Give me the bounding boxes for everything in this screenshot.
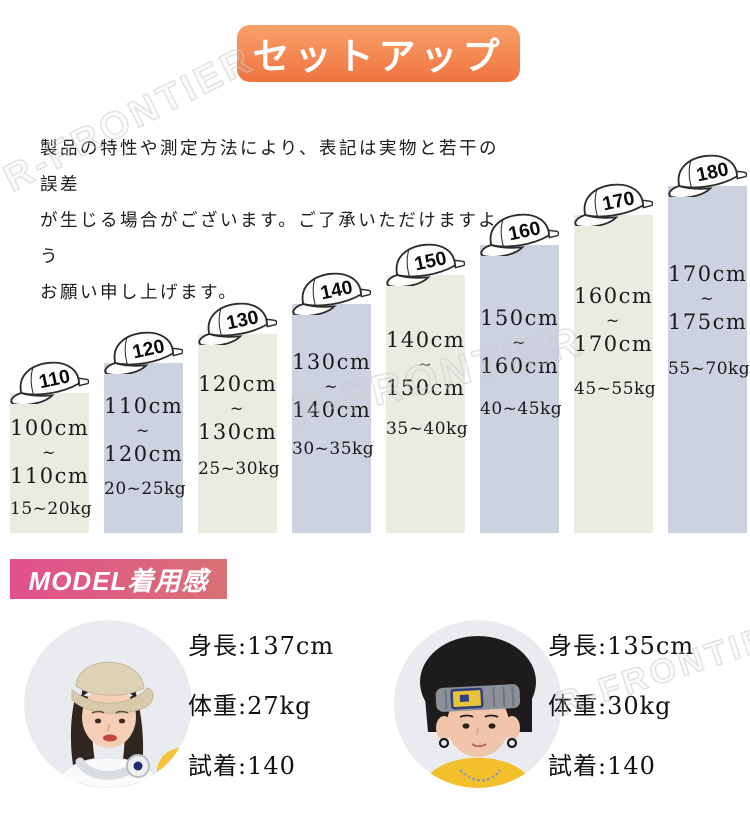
weight-range: 55~70kg [668,358,750,379]
weight-range: 20~25kg [104,478,187,499]
height-to: 170cm [574,331,654,356]
size-chart: 110 100cm ~ 110cm 15~20kg [10,154,750,533]
height-range: 140cm ~ 150cm [386,327,465,402]
size-bar: 110 100cm ~ 110cm 15~20kg [10,361,93,533]
height-from: 170cm [668,261,748,286]
size-bar: 180 170cm ~ 175cm 55~70kg [668,154,750,533]
model-height: 身長:137cm [188,632,335,660]
disclaimer-line-2: が生じる場合がございます。ご了承いただけますよう [40,211,499,267]
model-fitting: 試着:140 [188,752,296,780]
height-to: 120cm [104,441,184,466]
height-to: 150cm [386,375,466,400]
height-to: 160cm [480,354,560,378]
size-bar: 150 140cm ~ 150cm 35~40kg [386,243,469,533]
range-tilde: ~ [418,354,433,374]
model-section-banner: MODEL着用感 [10,559,227,599]
height-from: 140cm [386,327,466,352]
height-to: 110cm [10,464,90,488]
cap-icon: 170 [571,180,654,229]
model-info-left: 身長:137cm 体重:27kg 試着:140 [188,622,378,790]
height-from: 130cm [292,349,372,374]
model-info-right: 身長:135cm 体重:30kg 試着:140 [548,622,738,790]
height-from: 150cm [480,306,560,330]
model-section-title: MODEL着用感 [28,565,209,596]
height-to: 175cm [668,309,748,334]
weight-range: 25~30kg [198,458,281,479]
setup-title-banner: セットアップ [237,25,520,82]
height-from: 100cm [10,416,90,440]
range-tilde: ~ [324,376,339,396]
weight-range: 35~40kg [386,418,469,439]
weight-range: 30~35kg [292,438,375,459]
height-range: 110cm ~ 120cm [104,393,183,468]
height-to: 130cm [198,419,278,444]
range-tilde: ~ [512,333,527,352]
height-range: 170cm ~ 175cm [668,261,747,336]
model-photo-girl [24,620,192,788]
cap-icon: 150 [383,240,466,288]
height-to: 140cm [292,397,372,422]
cap-icon: 110 [7,358,90,406]
disclaimer-text: 製品の特性や測定方法により、表記は実物と若干の誤差 が生じる場合がございます。ご… [40,131,500,311]
height-range: 100cm ~ 110cm [10,415,89,490]
cap-icon: 140 [289,269,372,318]
cap-icon: 120 [101,328,184,377]
setup-title: セットアップ [252,35,505,77]
height-from: 160cm [574,283,654,308]
cap-icon: 160 [477,210,560,258]
height-from: 120cm [198,371,278,396]
weight-range: 15~20kg [10,499,93,519]
range-tilde: ~ [606,310,621,330]
cap-icon: 130 [195,299,278,347]
size-bar: 140 130cm ~ 140cm 30~35kg [292,272,375,533]
cap-icon: 180 [665,151,748,199]
height-range: 130cm ~ 140cm [292,349,371,424]
range-tilde: ~ [700,288,715,308]
height-range: 150cm ~ 160cm [480,305,559,380]
size-bar: 160 150cm ~ 160cm 40~45kg [480,213,563,533]
disclaimer-line-3: お願い申し上げます。 [40,283,239,303]
range-tilde: ~ [136,420,151,440]
size-bar: 120 110cm ~ 120cm 20~25kg [104,332,187,533]
disclaimer-line-1: 製品の特性や測定方法により、表記は実物と若干の誤差 [40,139,499,195]
range-tilde: ~ [42,443,57,462]
model-height: 身長:135cm [548,632,695,660]
size-bar: 170 160cm ~ 170cm 45~55kg [574,184,657,533]
model-photo-boy [394,620,562,788]
height-range: 120cm ~ 130cm [198,371,277,446]
weight-range: 45~55kg [574,378,657,399]
height-range: 160cm ~ 170cm [574,283,653,358]
size-bar: 130 120cm ~ 130cm 25~30kg [198,302,281,533]
model-fitting: 試着:140 [548,752,656,780]
model-weight: 体重:30kg [548,692,672,720]
range-tilde: ~ [230,398,245,418]
height-from: 110cm [104,393,184,418]
model-weight: 体重:27kg [188,692,312,720]
weight-range: 40~45kg [480,399,563,419]
